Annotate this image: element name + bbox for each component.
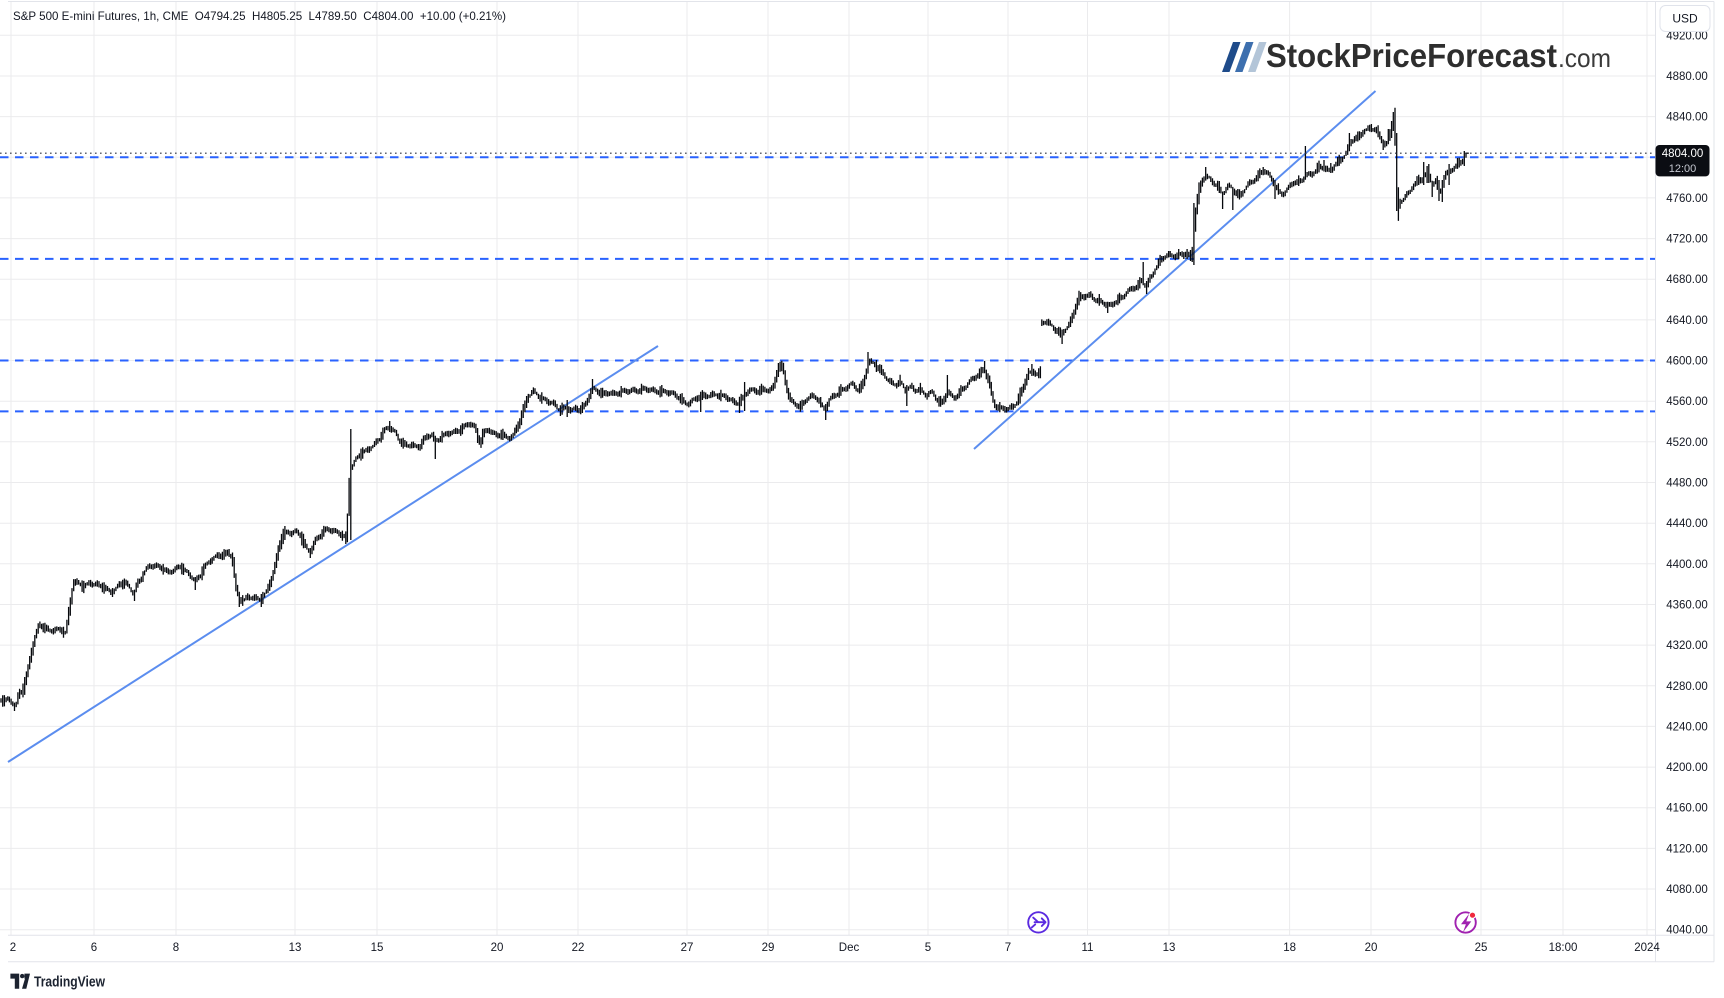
svg-text:18: 18 [1283,942,1296,954]
svg-text:4880.00: 4880.00 [1666,71,1708,83]
svg-text:22: 22 [572,942,585,954]
svg-text:4440.00: 4440.00 [1666,518,1708,530]
svg-text:4400.00: 4400.00 [1666,559,1708,571]
svg-text:20: 20 [491,942,504,954]
svg-text:4200.00: 4200.00 [1666,762,1708,774]
svg-text:4120.00: 4120.00 [1666,843,1708,855]
svg-text:27: 27 [681,942,694,954]
svg-text:.com: .com [1558,43,1611,73]
svg-text:4560.00: 4560.00 [1666,396,1708,408]
svg-text:13: 13 [289,942,302,954]
svg-text:2: 2 [10,942,16,954]
svg-text:USD: USD [1672,12,1698,26]
svg-text:4160.00: 4160.00 [1666,803,1708,815]
svg-text:4040.00: 4040.00 [1666,925,1708,937]
svg-text:13: 13 [1163,942,1176,954]
svg-text:29: 29 [762,942,775,954]
svg-text:4680.00: 4680.00 [1666,274,1708,286]
svg-text:S&P 500 E-mini Futures, 1h, CM: S&P 500 E-mini Futures, 1h, CME O4794.25… [13,9,506,23]
svg-text:4840.00: 4840.00 [1666,112,1708,124]
svg-text:6: 6 [91,942,97,954]
svg-text:4240.00: 4240.00 [1666,721,1708,733]
svg-text:TradingView: TradingView [34,974,105,991]
svg-text:4480.00: 4480.00 [1666,478,1708,490]
svg-text:2024: 2024 [1634,942,1660,954]
svg-text:4080.00: 4080.00 [1666,884,1708,896]
svg-text:25: 25 [1475,942,1488,954]
svg-text:15: 15 [371,942,384,954]
svg-text:18:00: 18:00 [1549,942,1578,954]
svg-text:4640.00: 4640.00 [1666,315,1708,327]
svg-text:4320.00: 4320.00 [1666,640,1708,652]
svg-text:5: 5 [925,942,931,954]
svg-text:4520.00: 4520.00 [1666,437,1708,449]
svg-text:7: 7 [1005,942,1011,954]
svg-text:8: 8 [173,942,179,954]
svg-text:StockPriceForecast: StockPriceForecast [1266,37,1557,74]
svg-text:11: 11 [1082,942,1094,954]
svg-text:4280.00: 4280.00 [1666,681,1708,693]
svg-text:4720.00: 4720.00 [1666,234,1708,246]
svg-text:4360.00: 4360.00 [1666,600,1708,612]
svg-text:4920.00: 4920.00 [1666,30,1708,42]
svg-text:4804.00: 4804.00 [1662,148,1704,160]
svg-text:12:00: 12:00 [1669,163,1697,175]
svg-text:4600.00: 4600.00 [1666,356,1708,368]
svg-text:Dec: Dec [839,942,860,954]
svg-text:20: 20 [1365,942,1378,954]
svg-text:4760.00: 4760.00 [1666,193,1708,205]
